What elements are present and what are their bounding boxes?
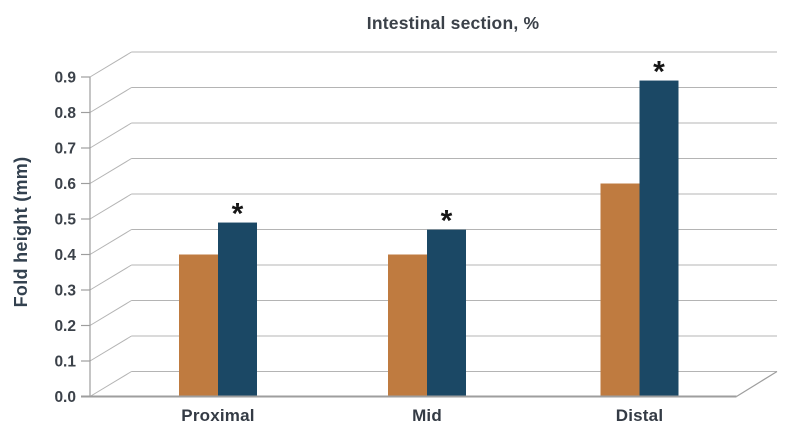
y-tick-label-0.0: 0.0: [54, 389, 76, 406]
y-gridline-depth-0.0: [89, 371, 132, 397]
significance-marker-distal: *: [653, 56, 665, 89]
category-label-distal: Distal: [616, 406, 664, 425]
y-gridline-depth-0.4: [89, 229, 132, 255]
significance-marker-proximal: *: [232, 198, 244, 231]
floor-right-edge: [736, 370, 778, 398]
bar-mid-series-2: [427, 229, 466, 397]
chart-title: Intestinal section, %: [367, 13, 540, 33]
y-gridline-depth-0.5: [89, 193, 132, 220]
y-gridline-depth-0.7: [89, 122, 132, 149]
y-gridline-depth-0.8: [89, 87, 132, 113]
y-tick-label-0.3: 0.3: [54, 283, 76, 300]
significance-marker-mid: *: [441, 205, 453, 238]
bar-proximal-series-2: [218, 222, 257, 397]
y-tick-label-0.9: 0.9: [54, 70, 76, 87]
y-gridline-depth-0.3: [89, 264, 132, 291]
y-gridline-depth-0.1: [89, 335, 132, 362]
y-tick-label-0.5: 0.5: [54, 212, 76, 229]
y-tick-label-0.2: 0.2: [54, 318, 76, 335]
y-tick-label-0.4: 0.4: [54, 247, 76, 264]
category-label-mid: Mid: [412, 406, 442, 425]
category-label-proximal: Proximal: [181, 406, 254, 425]
y-gridline-depth-0.6: [89, 158, 132, 184]
y-tick-label-0.7: 0.7: [54, 141, 76, 158]
bars-layer: [179, 80, 679, 397]
axis-layer: [81, 76, 778, 398]
y-gridline-depth-0.2: [89, 300, 132, 326]
y-axis-title: Fold height (mm): [11, 157, 31, 308]
bar-distal-series-1: [600, 183, 640, 397]
bar-distal-series-2: [639, 80, 679, 397]
bar-mid-series-1: [388, 254, 427, 397]
y-tick-label-0.6: 0.6: [54, 176, 76, 193]
bar-proximal-series-1: [179, 254, 218, 397]
y-tick-label-0.8: 0.8: [54, 105, 76, 122]
y-gridline-depth-0.9: [89, 51, 132, 78]
y-tick-label-0.1: 0.1: [54, 354, 76, 371]
labels-layer: 0.0 0.1 0.2 0.3 0.4 0.5 0.6 0.7 0.8 0.9 * Proximal *…: [54, 56, 665, 425]
